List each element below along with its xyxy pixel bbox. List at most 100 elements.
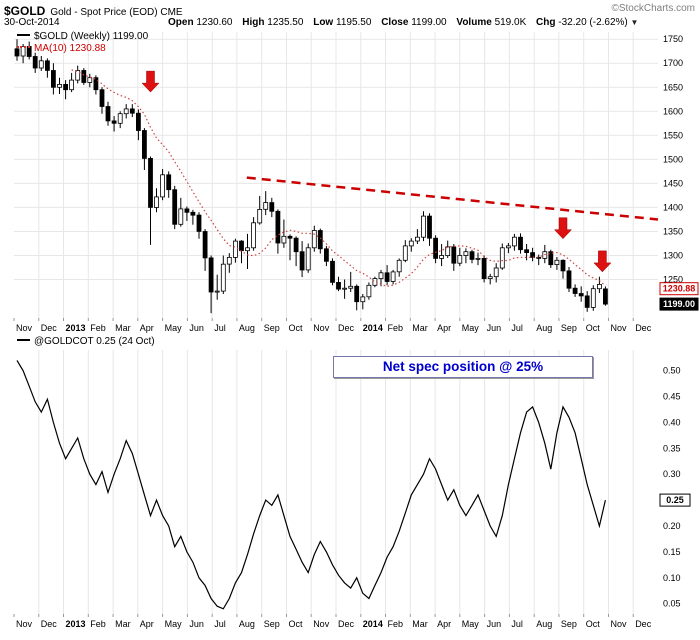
- svg-text:0.20: 0.20: [663, 521, 681, 531]
- svg-text:Mar: Mar: [115, 323, 131, 333]
- svg-text:Dec: Dec: [635, 619, 652, 629]
- svg-text:2013: 2013: [66, 619, 86, 629]
- svg-text:Oct: Oct: [289, 619, 304, 629]
- chart-header: $GOLD Gold - Spot Price (EOD) CME: [4, 2, 183, 20]
- candlesticks: [14, 39, 608, 314]
- svg-text:1300: 1300: [663, 251, 683, 261]
- ma-price-box: 1230.88: [659, 282, 699, 296]
- svg-text:1400: 1400: [663, 202, 683, 212]
- svg-text:2014: 2014: [363, 323, 383, 333]
- quote-strip: Open 1230.60 High 1235.50 Low 1195.50 Cl…: [168, 17, 638, 28]
- svg-text:Apr: Apr: [140, 323, 154, 333]
- svg-text:Feb: Feb: [90, 619, 106, 629]
- down-arrow-icon: [141, 70, 160, 93]
- cot-series-swatch-icon: [17, 338, 30, 341]
- svg-text:1600: 1600: [663, 106, 683, 116]
- down-arrow-icon: [553, 217, 573, 240]
- svg-text:1350: 1350: [663, 227, 683, 237]
- svg-text:1750: 1750: [663, 34, 683, 44]
- svg-text:1230.88: 1230.88: [663, 284, 696, 294]
- svg-text:May: May: [165, 619, 183, 629]
- high-label: High: [242, 17, 265, 28]
- ma-legend: MA(10) 1230.88: [17, 43, 106, 54]
- svg-text:Nov: Nov: [16, 323, 33, 333]
- price-legend-label: $GOLD (Weekly) 1199.00: [34, 31, 149, 42]
- svg-text:Nov: Nov: [611, 323, 628, 333]
- svg-text:0.25: 0.25: [666, 495, 684, 505]
- svg-text:0.40: 0.40: [663, 418, 681, 428]
- annotation-box: Net spec position @ 25%: [333, 356, 593, 378]
- open-label: Open: [168, 17, 194, 28]
- svg-text:0.15: 0.15: [663, 547, 681, 557]
- svg-text:Mar: Mar: [412, 619, 428, 629]
- svg-text:0.45: 0.45: [663, 392, 681, 402]
- low-value: 1195.50: [336, 17, 372, 28]
- svg-text:Aug: Aug: [536, 323, 552, 333]
- svg-text:May: May: [462, 323, 480, 333]
- svg-text:Jun: Jun: [487, 619, 502, 629]
- ma-series-swatch-icon: [17, 45, 30, 48]
- svg-text:Nov: Nov: [16, 619, 33, 629]
- svg-text:Oct: Oct: [586, 619, 601, 629]
- close-label: Close: [381, 17, 409, 28]
- svg-text:0.10: 0.10: [663, 573, 681, 583]
- price-series-swatch-icon: [17, 33, 30, 36]
- svg-text:0.35: 0.35: [663, 443, 681, 453]
- svg-text:0.30: 0.30: [663, 469, 681, 479]
- gridlines: [13, 32, 658, 617]
- svg-text:Oct: Oct: [289, 323, 304, 333]
- svg-text:Feb: Feb: [388, 619, 404, 629]
- svg-text:Aug: Aug: [239, 619, 255, 629]
- svg-text:1500: 1500: [663, 154, 683, 164]
- chg-value: -32.20 (-2.62%): [558, 17, 628, 28]
- svg-text:0.05: 0.05: [663, 599, 681, 609]
- svg-text:Jul: Jul: [214, 619, 226, 629]
- svg-text:1650: 1650: [663, 82, 683, 92]
- svg-text:Jul: Jul: [214, 323, 226, 333]
- ma-legend-label: MA(10) 1230.88: [34, 43, 106, 54]
- svg-text:Dec: Dec: [338, 619, 355, 629]
- svg-text:Jul: Jul: [511, 323, 523, 333]
- copyright: ©StockCharts.com: [611, 3, 695, 14]
- symbol: $GOLD: [4, 4, 46, 18]
- x-axis-labels: Nov Nov Dec Dec 2013 2013 Feb Feb Mar Mar Apr Apr Ma…: [16, 323, 652, 629]
- svg-text:Dec: Dec: [41, 619, 58, 629]
- svg-text:Feb: Feb: [90, 323, 106, 333]
- low-label: Low: [313, 17, 334, 28]
- cot-line: [16, 360, 606, 610]
- svg-text:Jul: Jul: [511, 619, 523, 629]
- svg-text:2013: 2013: [66, 323, 86, 333]
- svg-text:Apr: Apr: [437, 619, 451, 629]
- chg-down-arrow-icon: ▼: [630, 18, 639, 27]
- svg-text:Nov: Nov: [313, 619, 330, 629]
- svg-text:1250: 1250: [663, 275, 683, 285]
- svg-text:Feb: Feb: [388, 323, 404, 333]
- svg-text:Oct: Oct: [586, 323, 601, 333]
- open-value: 1230.60: [196, 17, 233, 28]
- last-price-box: 1199.00: [659, 297, 699, 311]
- svg-text:Nov: Nov: [313, 323, 330, 333]
- svg-text:1450: 1450: [663, 178, 683, 188]
- svg-text:Sep: Sep: [561, 323, 577, 333]
- svg-text:Mar: Mar: [412, 323, 428, 333]
- svg-text:Dec: Dec: [338, 323, 355, 333]
- svg-text:2014: 2014: [363, 619, 383, 629]
- svg-text:Aug: Aug: [239, 323, 255, 333]
- cot-legend-label: @GOLDCOT 0.25 (24 Oct): [34, 336, 155, 347]
- downtrend-line: [246, 176, 659, 221]
- symbol-description: Gold - Spot Price (EOD) CME: [50, 7, 183, 18]
- svg-text:Jun: Jun: [487, 323, 502, 333]
- svg-text:Jun: Jun: [189, 619, 204, 629]
- svg-text:0.50: 0.50: [663, 366, 681, 376]
- svg-text:May: May: [165, 323, 183, 333]
- svg-text:1199.00: 1199.00: [663, 299, 695, 309]
- svg-text:Dec: Dec: [635, 323, 652, 333]
- volume-label: Volume: [456, 17, 492, 28]
- svg-text:Sep: Sep: [264, 619, 280, 629]
- svg-text:1550: 1550: [663, 130, 683, 140]
- cot-legend: @GOLDCOT 0.25 (24 Oct): [17, 336, 155, 347]
- svg-text:Apr: Apr: [140, 619, 154, 629]
- price-legend: $GOLD (Weekly) 1199.00: [17, 31, 148, 42]
